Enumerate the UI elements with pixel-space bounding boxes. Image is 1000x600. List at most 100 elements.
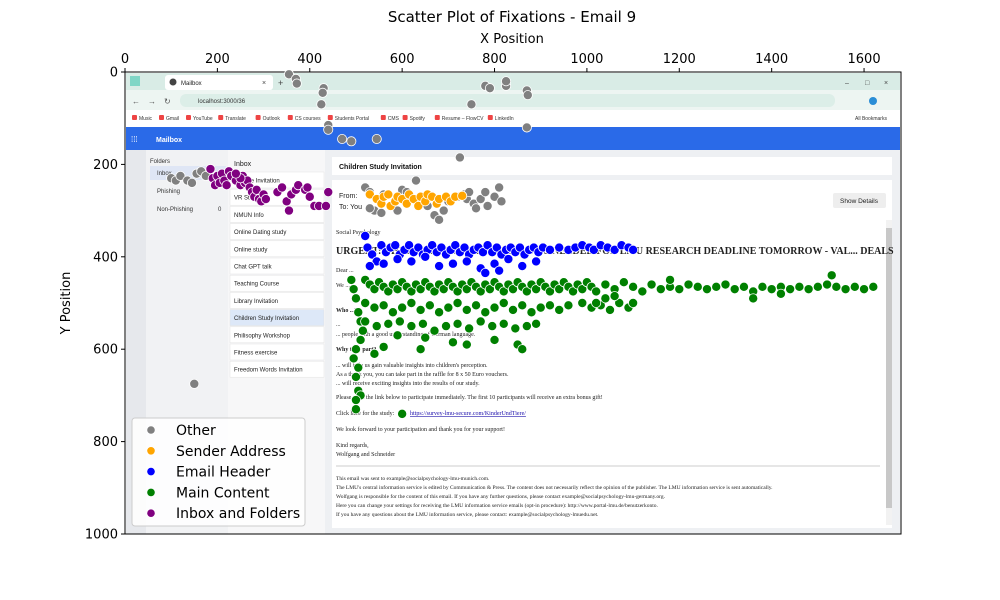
bookmark-icon [186, 115, 191, 120]
inbox-item[interactable] [229, 343, 325, 361]
fixation-point [291, 78, 302, 89]
folder-item[interactable]: Non-Phishing [157, 207, 193, 213]
folder-item[interactable]: Phishing [157, 189, 180, 195]
fixation-point [175, 170, 186, 181]
fixation-point [346, 274, 357, 285]
bookmark-link[interactable]: Music [139, 116, 153, 122]
profile-avatar[interactable] [869, 97, 877, 105]
tab-strip-icon[interactable] [130, 76, 140, 86]
bookmark-link[interactable]: Gmail [166, 116, 179, 122]
fixation-point [427, 240, 438, 251]
inbox-item[interactable] [229, 274, 325, 292]
bookmark-link[interactable]: Translate [225, 116, 246, 122]
bookmark-link[interactable]: Spotify [410, 116, 426, 122]
fixation-point [350, 371, 361, 382]
fixation-point [521, 286, 532, 297]
fixation-point [683, 279, 694, 290]
bookmark-link[interactable]: Outlook [263, 116, 281, 122]
bookmark-icon [159, 115, 164, 120]
inbox-item[interactable] [229, 309, 325, 326]
window-close-icon[interactable]: × [884, 80, 888, 87]
fixation-point [323, 187, 334, 198]
fixation-point [826, 270, 837, 281]
fixation-point [544, 286, 555, 297]
fixation-point [775, 288, 786, 299]
x-tick-label: 400 [297, 52, 322, 67]
address-bar[interactable] [180, 94, 835, 107]
fixation-point [355, 334, 366, 345]
fixation-point [491, 242, 502, 253]
close-icon[interactable]: × [262, 80, 266, 87]
series-main-content [346, 270, 879, 419]
fixation-point [387, 307, 398, 318]
folder-item[interactable]: Inbox [157, 171, 172, 177]
x-tick-label: 1200 [663, 52, 696, 67]
fixation-point [353, 362, 364, 373]
fixation-point [494, 265, 505, 276]
bookmark-link[interactable]: CS courses [295, 116, 321, 122]
fixation-point [317, 87, 328, 98]
inbox-item[interactable] [229, 292, 325, 309]
y-tick-label: 800 [93, 435, 118, 450]
fixation-point [413, 242, 424, 253]
apps-grid-icon[interactable]: ⁞⁞⁞ [131, 135, 138, 144]
fixation-point [489, 191, 500, 202]
back-icon[interactable]: ← [132, 97, 140, 106]
all-bookmarks-link[interactable]: All Bookmarks [855, 116, 887, 122]
inbox-item[interactable] [229, 206, 325, 223]
fixation-point [362, 242, 373, 253]
fixation-point [406, 286, 417, 297]
inbox-list: Lecture Invitation VR Study NMUN Info Onlin… [229, 171, 325, 378]
minimize-icon[interactable]: – [845, 80, 849, 87]
new-tab-icon[interactable]: + [278, 78, 283, 88]
fixation-point [304, 191, 315, 202]
fixation-point [461, 339, 472, 350]
fixation-point [609, 244, 620, 255]
fixation-point [471, 203, 482, 214]
fixation-point [415, 344, 426, 355]
bookmark-link[interactable]: YouTube [193, 116, 213, 122]
show-details-button[interactable] [833, 193, 886, 208]
inbox-item[interactable] [229, 240, 325, 258]
fixation-point [369, 284, 380, 295]
inbox-item-label: Lecture Invitation [234, 179, 280, 185]
fixation-point [674, 284, 685, 295]
bookmark-link[interactable]: Students Portal [335, 116, 369, 122]
bookmark-link[interactable]: CMS [388, 116, 400, 122]
fixation-point [323, 124, 334, 135]
maximize-icon[interactable]: □ [865, 80, 870, 87]
inbox-item[interactable] [229, 257, 325, 275]
email-footer: This email was sent to example@socialpsy… [336, 476, 773, 518]
fixation-point [544, 244, 555, 255]
fixation-point [475, 286, 486, 297]
phishing-link[interactable]: https://survey-lmu-secure.com/KinderUndT… [410, 411, 526, 417]
legend-entry: Inbox and Folders [176, 506, 300, 522]
legend-entry: Email Header [176, 465, 271, 481]
fixation-point [378, 258, 389, 269]
inbox-item[interactable] [229, 360, 325, 378]
tab-title: Mailbox [181, 81, 202, 87]
fixation-point [434, 307, 445, 318]
fixation-point [849, 281, 860, 292]
scrollbar-thumb[interactable] [886, 228, 892, 508]
address-url: localhost:3000/36 [198, 99, 246, 105]
bookmark-link[interactable]: LinkedIn [495, 116, 514, 122]
inbox-item-label: Children Study Invitation [234, 316, 299, 322]
fixation-point [554, 284, 565, 295]
browser-tab[interactable] [165, 75, 273, 90]
inbox-item[interactable] [229, 223, 325, 240]
app-name: Mailbox [156, 137, 182, 144]
fixation-point [535, 302, 546, 313]
fixation-point [364, 203, 375, 214]
fixation-point [406, 297, 417, 308]
fixation-point [637, 286, 648, 297]
footer-line: Here you can change your settings for re… [336, 502, 659, 509]
reload-icon[interactable]: ↻ [164, 97, 171, 106]
bookmark-link[interactable]: Resume – FlowCV [442, 116, 484, 122]
fixation-point [390, 240, 401, 251]
y-tick-label: 400 [93, 250, 118, 265]
inbox-item[interactable] [229, 326, 325, 344]
forward-icon[interactable]: → [148, 97, 156, 106]
legend-marker [147, 467, 155, 476]
x-tick-label: 0 [121, 52, 129, 67]
